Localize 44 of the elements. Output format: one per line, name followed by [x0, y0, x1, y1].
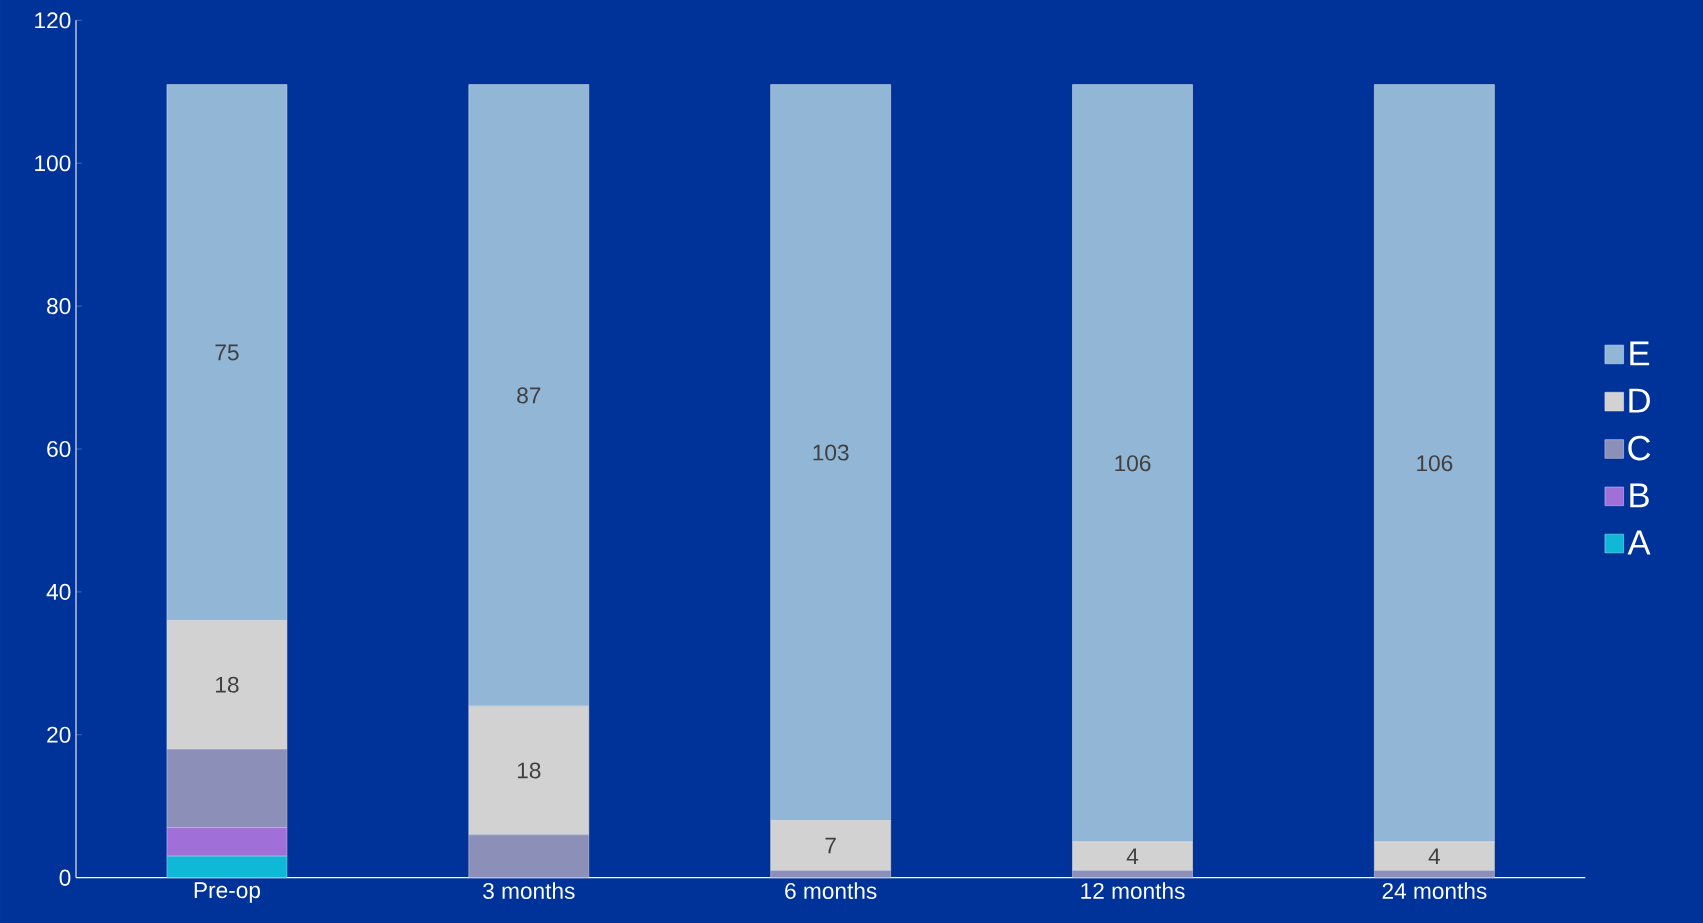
y-tick-label: 100 — [35, 155, 71, 172]
data-label: 4 — [1428, 848, 1441, 865]
bar — [1374, 84, 1495, 843]
data-label: 4 — [1126, 848, 1139, 865]
data-label: 87 — [517, 387, 541, 404]
bar — [166, 827, 288, 857]
x-tick-label: 6 months — [785, 882, 877, 900]
x-tick-label: 3 months — [483, 882, 575, 900]
x-tick-label: Pre-op — [194, 882, 260, 903]
x-tick-label: 24 months — [1382, 882, 1487, 900]
data-label: 18 — [216, 676, 239, 693]
x-tick-label: 12 months — [1081, 882, 1185, 900]
legend-label: D — [1629, 388, 1650, 413]
bar — [468, 84, 590, 707]
bar — [1072, 841, 1193, 871]
bar — [166, 620, 288, 750]
bar — [770, 870, 891, 878]
bar — [1374, 841, 1495, 871]
legend-label: C — [1628, 435, 1651, 461]
y-tick-label: 40 — [46, 583, 71, 600]
data-label: 103 — [813, 444, 849, 461]
data-label: 75 — [215, 344, 239, 361]
bar — [1374, 870, 1495, 878]
y-tick-label: 120 — [35, 12, 71, 29]
data-label: 7 — [825, 837, 836, 854]
data-label: 106 — [1115, 455, 1151, 472]
bar — [770, 84, 891, 821]
legend-label: A — [1627, 530, 1651, 555]
y-tick-label: 20 — [47, 726, 71, 743]
y-tick-label: 80 — [47, 298, 71, 315]
bar — [468, 834, 590, 878]
data-label: 18 — [517, 762, 541, 779]
legend-label: B — [1630, 483, 1649, 508]
bar — [166, 84, 288, 621]
y-tick-label: 60 — [47, 440, 71, 458]
bar — [166, 748, 288, 828]
bar — [770, 820, 891, 871]
bar — [1072, 84, 1193, 843]
bar — [166, 855, 288, 878]
bar — [1072, 870, 1193, 878]
legend-label: E — [1630, 341, 1650, 366]
y-tick-label: 0 — [59, 869, 71, 886]
data-label: 106 — [1417, 455, 1453, 472]
bar — [468, 705, 590, 836]
